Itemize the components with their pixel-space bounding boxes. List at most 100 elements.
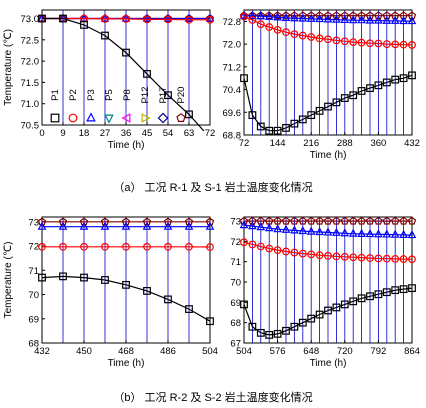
data-point-P1 (340, 94, 349, 102)
y-tick-label: 73.0 (21, 14, 40, 25)
data-point-P20 (265, 11, 274, 20)
x-tick-label: 18 (79, 128, 90, 139)
data-point-P2 (143, 15, 151, 24)
x-tick-label: 27 (100, 128, 111, 139)
data-point-P2 (206, 15, 214, 24)
data-point-P3 (79, 221, 89, 230)
data-point-P20 (349, 11, 358, 20)
data-point-P1 (324, 306, 332, 315)
data-point-P1 (290, 119, 299, 128)
data-point-P2 (357, 253, 366, 262)
data-point-P2 (164, 15, 172, 24)
data-point-P1 (315, 310, 324, 319)
data-point-P1 (282, 326, 290, 335)
caption-b: （b） 工况 R-2 及 S-2 岩土温度变化情况 (113, 390, 312, 404)
legend-label: P12 (140, 87, 151, 104)
data-point-P3 (382, 15, 392, 24)
data-point-P1 (122, 280, 130, 289)
data-point-P20 (205, 217, 215, 226)
data-point-P20 (323, 216, 333, 225)
data-point-P1 (357, 294, 366, 303)
data-point-P20 (239, 216, 249, 225)
legend-marker-P17 (157, 112, 169, 124)
y-tick-label: 70.5 (21, 121, 40, 132)
data-point-P2 (248, 16, 257, 24)
data-point-P20 (79, 217, 89, 226)
y-tick-label: 71.0 (21, 99, 40, 110)
series-P1 (240, 284, 416, 339)
y-tick-label: 71 (28, 266, 39, 277)
x-axis-label: Time (h) (108, 358, 145, 369)
x-tick-label: 72 (205, 128, 216, 139)
data-point-P20 (248, 216, 257, 225)
y-tick-label: 68.8 (223, 131, 242, 142)
caption-a: （a） 工况 R-1 及 S-1 岩土温度变化情况 (113, 180, 312, 194)
data-point-P3 (281, 224, 291, 233)
data-point-P20 (365, 11, 375, 20)
data-point-P20 (323, 11, 333, 20)
data-point-P1 (248, 111, 257, 120)
data-point-P1 (101, 276, 109, 284)
data-point-P1 (248, 322, 257, 331)
data-point-P1 (366, 292, 374, 301)
data-point-P3 (357, 15, 366, 24)
x-tick-label: 792 (370, 346, 386, 357)
data-point-P1 (185, 110, 193, 119)
data-point-P2 (408, 255, 416, 264)
legend-entry-P1: P1 (50, 89, 61, 123)
data-point-P2 (248, 240, 257, 249)
data-point-P2 (80, 242, 88, 251)
data-point-P1 (374, 290, 383, 299)
data-point-P20 (382, 11, 391, 20)
y-tick-label: 67 (230, 339, 241, 350)
data-point-P2 (324, 251, 332, 260)
data-point-P3 (100, 13, 110, 22)
x-tick-label: 504 (202, 346, 218, 357)
legend-label: P20 (176, 87, 187, 104)
series-P20 (239, 216, 417, 225)
x-tick-label: 432 (34, 346, 50, 357)
data-point-P3 (256, 11, 266, 20)
data-point-P3 (184, 221, 194, 230)
x-axis-label: Time (h) (310, 358, 347, 369)
series-P1 (38, 14, 205, 131)
y-tick-label: 72.0 (21, 57, 40, 68)
legend-label: P17 (158, 87, 169, 104)
data-point-P1 (273, 329, 282, 338)
data-point-P1 (298, 115, 307, 124)
data-point-P1 (374, 81, 383, 90)
data-point-P1 (357, 87, 366, 95)
x-tick-label: 576 (270, 346, 286, 357)
legend-marker-P20 (176, 113, 186, 122)
legend-marker-P8 (121, 113, 131, 123)
data-point-P1 (399, 74, 408, 83)
legend-entry-P20: P20 (176, 87, 187, 122)
data-point-P20 (399, 11, 408, 20)
data-point-P3 (390, 15, 400, 24)
chart-panels: 0 9 18 27 36 45 54 63 72 70.5 71.0 71.5 72.0 72.5 73.0… (3, 9, 420, 369)
data-point-P1 (298, 318, 307, 327)
data-point-P2 (324, 35, 332, 44)
y-tick-label: 72.5 (21, 35, 40, 46)
data-point-P2 (240, 12, 248, 21)
y-tick-label: 71 (230, 257, 241, 268)
data-point-P3 (315, 226, 324, 236)
y-tick-label: 72.0 (223, 40, 242, 51)
data-point-P2 (332, 36, 341, 45)
series-P1 (38, 272, 214, 326)
data-point-P3 (264, 11, 274, 20)
data-point-P20 (374, 216, 383, 225)
data-point-P3 (281, 12, 291, 22)
data-point-P2 (399, 255, 408, 263)
series-P2 (38, 242, 214, 251)
data-point-P3 (273, 224, 282, 233)
data-point-P2 (366, 254, 374, 262)
data-point-P2 (374, 254, 383, 263)
data-point-P2 (282, 28, 290, 37)
chart-panel-a-left: 0 9 18 27 36 45 54 63 72 70.5 71.0 71.5 72.0 72.5 73.0… (3, 9, 216, 151)
data-point-P20 (37, 217, 47, 226)
data-point-P3 (374, 15, 383, 24)
series-line-P2 (42, 17, 210, 21)
data-point-P3 (205, 13, 215, 22)
legend-marker-P5 (104, 114, 114, 124)
